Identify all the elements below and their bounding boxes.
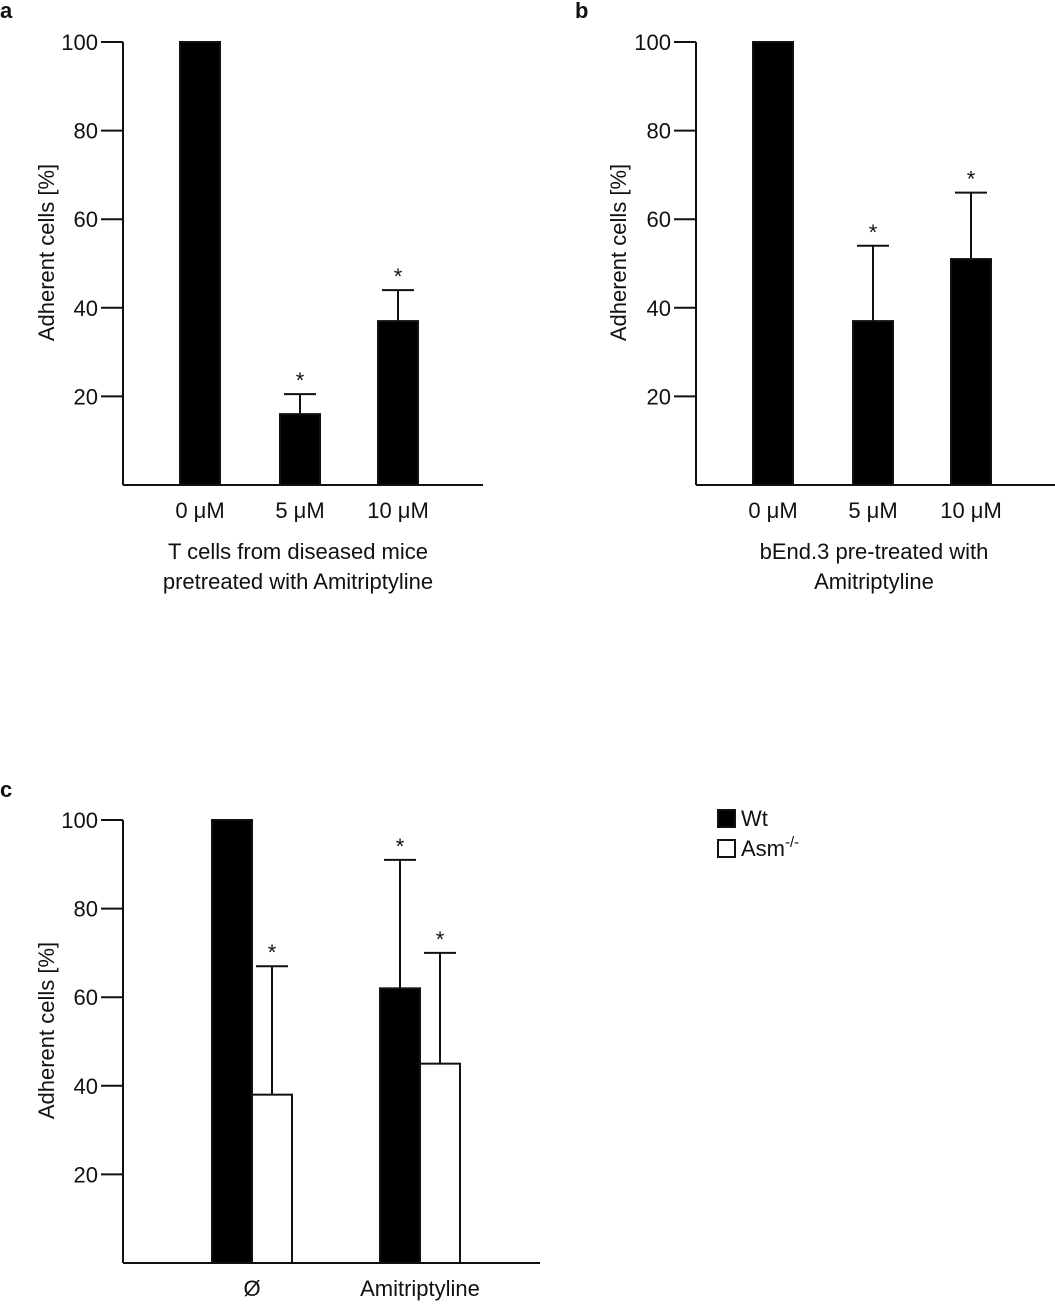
bar bbox=[251, 1093, 293, 1265]
bar bbox=[377, 320, 419, 486]
legend-swatch bbox=[717, 809, 736, 828]
y-axis-title: Adherent cells [%] bbox=[606, 164, 631, 341]
bar bbox=[211, 819, 253, 1264]
y-tick-label: 100 bbox=[61, 808, 98, 833]
bar bbox=[279, 413, 321, 486]
y-tick-label: 100 bbox=[634, 30, 671, 55]
y-axis-title: Adherent cells [%] bbox=[34, 164, 59, 341]
y-tick-label: 80 bbox=[647, 119, 671, 144]
significance-marker: * bbox=[296, 368, 305, 393]
panel-label: c bbox=[0, 777, 12, 802]
y-tick-label: 40 bbox=[647, 296, 671, 321]
bar bbox=[852, 320, 894, 486]
y-tick-label: 40 bbox=[74, 1074, 98, 1099]
panel-c: c 20 40 60 80 100 Adherent cells [%] * Ø * * Amitri… bbox=[0, 777, 540, 1301]
y-tick-label: 80 bbox=[74, 119, 98, 144]
y-tick-label: 20 bbox=[647, 384, 671, 409]
bar bbox=[179, 41, 221, 486]
legend-label-superscript: -/- bbox=[785, 834, 799, 851]
x-tick-label: Ø bbox=[243, 1276, 260, 1301]
y-tick-label: 100 bbox=[61, 30, 98, 55]
significance-marker: * bbox=[394, 264, 403, 289]
panel-label: a bbox=[0, 0, 13, 23]
legend-swatch bbox=[717, 839, 736, 858]
significance-marker: * bbox=[967, 167, 976, 192]
legend: Wt Asm-/- bbox=[717, 806, 799, 861]
legend-label-text: Asm bbox=[741, 836, 785, 861]
x-axis-title: pretreated with Amitriptyline bbox=[163, 569, 433, 594]
panel-label: b bbox=[575, 0, 588, 23]
y-axis-title: Adherent cells [%] bbox=[34, 942, 59, 1119]
x-tick-label: 5 μM bbox=[848, 498, 897, 523]
x-tick-label: Amitriptyline bbox=[360, 1276, 480, 1301]
x-tick-label: 10 μM bbox=[367, 498, 429, 523]
y-tick-label: 60 bbox=[74, 985, 98, 1010]
significance-marker: * bbox=[869, 220, 878, 245]
legend-label: Wt bbox=[741, 806, 768, 831]
x-axis-title: Amitriptyline bbox=[814, 569, 934, 594]
panel-b: b 20 40 60 80 100 Adherent cells [%] 0 μM * 5 μM *… bbox=[575, 0, 1055, 594]
legend-label-text: Wt bbox=[741, 806, 768, 831]
y-tick-label: 80 bbox=[74, 897, 98, 922]
x-axis-title: T cells from diseased mice bbox=[168, 539, 428, 564]
y-tick-label: 20 bbox=[74, 1162, 98, 1187]
significance-marker: * bbox=[436, 927, 445, 952]
x-tick-label: 0 μM bbox=[175, 498, 224, 523]
panel-a: a 20 40 60 80 100 Adherent cells [%] 0 μM * 5 μM *… bbox=[0, 0, 483, 594]
x-tick-label: 10 μM bbox=[940, 498, 1002, 523]
bar bbox=[752, 41, 794, 486]
significance-marker: * bbox=[268, 940, 277, 965]
bar bbox=[950, 258, 992, 486]
y-tick-label: 60 bbox=[74, 207, 98, 232]
y-tick-label: 40 bbox=[74, 296, 98, 321]
x-tick-label: 0 μM bbox=[748, 498, 797, 523]
significance-marker: * bbox=[396, 834, 405, 859]
bar bbox=[379, 987, 421, 1265]
y-tick-label: 60 bbox=[647, 207, 671, 232]
bar bbox=[419, 1062, 461, 1265]
x-tick-label: 5 μM bbox=[275, 498, 324, 523]
legend-label: Asm-/- bbox=[741, 834, 799, 861]
x-axis-title: bEnd.3 pre-treated with bbox=[760, 539, 989, 564]
y-tick-label: 20 bbox=[74, 384, 98, 409]
